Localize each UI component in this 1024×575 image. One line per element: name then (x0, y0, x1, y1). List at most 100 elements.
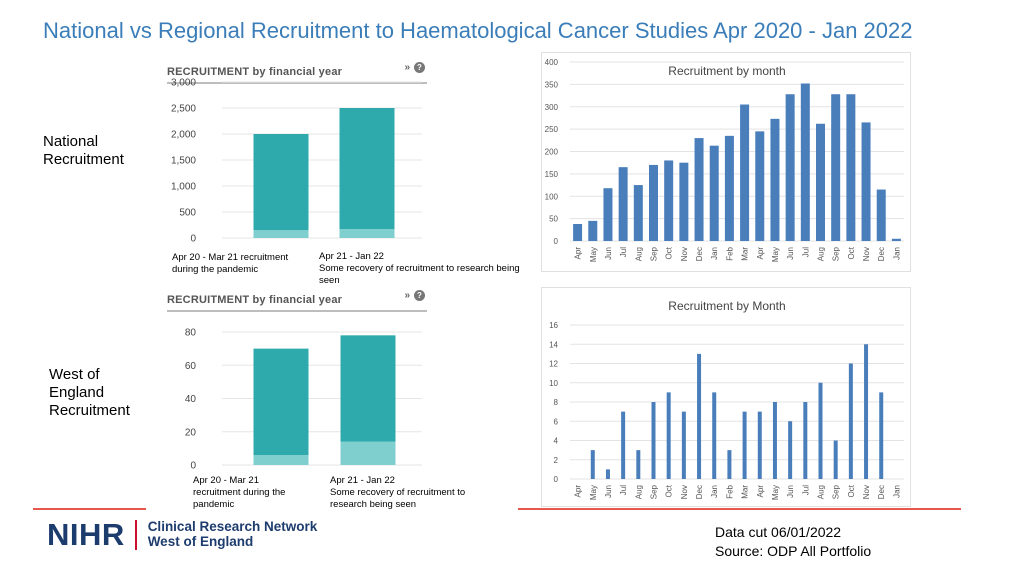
y-tick-label: 0 (190, 461, 196, 471)
x-tick-label: Jul (619, 485, 628, 495)
y-tick-label: 12 (549, 360, 558, 369)
bar (861, 122, 871, 241)
bar (694, 138, 704, 241)
note-line: Apr 21 - Jan 22 (330, 475, 395, 486)
x-tick-label: Jan (710, 247, 719, 260)
bar (588, 220, 598, 241)
y-tick-label: 2,000 (171, 130, 196, 141)
bar (785, 94, 795, 241)
x-tick-label: May (589, 485, 598, 500)
y-tick-label: 80 (185, 328, 197, 339)
y-tick-label: 0 (554, 237, 559, 246)
bar (590, 450, 595, 479)
row-label-national: National Recruitment (43, 133, 124, 169)
bar (633, 185, 643, 241)
x-tick-label: Dec (695, 485, 704, 499)
note-line: Some recovery of recruitment to (330, 487, 466, 498)
national-fy-note-1: Apr 20 - Mar 21 recruitment during the p… (172, 252, 288, 276)
bar (618, 167, 628, 241)
y-tick-label: 1,500 (171, 156, 196, 167)
bar (573, 223, 583, 241)
y-tick-label: 1,000 (171, 182, 196, 193)
footer-accent-right (518, 508, 961, 510)
west-month-frame: Recruitment by Month 0 2 4 6 8 10 12 14 16 Apr May J… (541, 287, 911, 507)
bar (831, 94, 841, 241)
bar (697, 353, 702, 479)
x-tick-label: Nov (680, 247, 689, 261)
question-icon[interactable]: ? (414, 290, 425, 301)
y-tick-label: 8 (554, 398, 559, 407)
row-label-line: National (43, 133, 99, 150)
x-tick-label: Aug (634, 485, 643, 499)
page-title: National vs Regional Recruitment to Haem… (43, 18, 913, 43)
y-tick-label: 3,000 (171, 78, 196, 89)
bar (651, 402, 656, 479)
bar-segment (253, 134, 309, 231)
row-label-line: Recruitment (43, 151, 124, 168)
x-tick-label: Apr (574, 247, 583, 260)
x-tick-label: Aug (634, 247, 643, 261)
bar (772, 402, 777, 479)
west-fy-chart: 0 20 40 60 80 (185, 328, 422, 471)
x-tick-label: Oct (665, 246, 674, 259)
x-tick-label: Jan (710, 485, 719, 498)
y-tick-label: 200 (545, 148, 559, 157)
y-tick-label: 40 (185, 394, 197, 405)
chart-title: Recruitment by month (668, 64, 785, 78)
bar (681, 411, 686, 479)
row-label-line: West of (49, 366, 100, 383)
bar (603, 188, 613, 241)
west-fy-note-1: Apr 20 - Mar 21 recruitment during the p… (193, 475, 285, 511)
bar-segment (340, 335, 396, 442)
x-tick-label: May (771, 247, 780, 262)
y-tick-label: 300 (545, 103, 559, 112)
x-tick-label: Jul (801, 485, 810, 495)
fast-forward-icon[interactable]: » (404, 62, 410, 74)
y-tick-label: 50 (549, 215, 558, 224)
row-label-line: Recruitment (49, 402, 130, 419)
footer-accent-left (33, 508, 146, 510)
nihr-logo: NIHR Clinical Research Network West of E… (47, 517, 317, 553)
fast-forward-icon[interactable]: » (404, 290, 410, 302)
bar (666, 392, 671, 479)
x-tick-label: Jul (801, 247, 810, 257)
west-fy-note-2: Apr 21 - Jan 22 Some recovery of recruit… (330, 475, 465, 511)
y-tick-label: 2 (554, 456, 559, 465)
bar-segment (340, 441, 396, 465)
x-tick-label: Mar (741, 247, 750, 261)
x-tick-label: Sep (650, 484, 659, 499)
bar (755, 131, 765, 241)
bar (800, 83, 810, 241)
x-tick-label: May (771, 485, 780, 500)
note-line: seen (319, 275, 340, 286)
x-tick-label: Feb (725, 246, 734, 260)
national-month-chart: Recruitment by month 0 50 100 150 200 250 300 35… (545, 58, 904, 262)
x-tick-label: Dec (877, 247, 886, 261)
y-tick-label: 16 (549, 321, 558, 330)
national-fy-chart: 0 500 1,000 1,500 2,000 2,500 3,000 (171, 78, 422, 245)
x-tick-label: Jan (892, 485, 901, 498)
bar-segment (339, 108, 395, 230)
row-label-west: West of England Recruitment (49, 366, 130, 420)
x-tick-label: Nov (862, 485, 871, 499)
bar (770, 118, 780, 241)
bar (846, 94, 856, 241)
bar (879, 392, 884, 479)
x-tick-label: Aug (817, 485, 826, 499)
note-line: Apr 20 - Mar 21 (193, 475, 259, 486)
x-tick-label: Apr (756, 247, 765, 260)
bar (848, 363, 853, 479)
bar (833, 440, 838, 479)
x-tick-label: Jun (604, 247, 613, 260)
bar (740, 104, 750, 241)
y-tick-label: 500 (179, 208, 196, 219)
west-fy-header: RECRUITMENT by financial year »? (167, 290, 427, 312)
data-source: Source: ODP All Portfolio (715, 543, 872, 559)
bar (891, 238, 901, 241)
logo-divider (135, 520, 138, 550)
panel-divider (167, 310, 427, 312)
y-tick-label: 60 (185, 361, 197, 372)
note-line: Apr 21 - Jan 22 (319, 251, 384, 262)
question-icon[interactable]: ? (414, 62, 425, 73)
bar (816, 123, 825, 241)
